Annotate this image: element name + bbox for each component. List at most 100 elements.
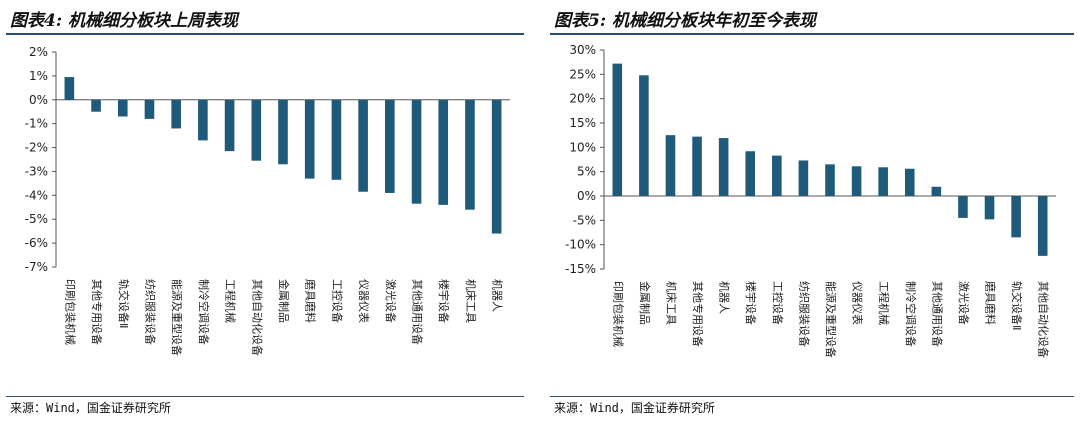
right-bar bbox=[692, 136, 702, 196]
right-bar bbox=[1037, 196, 1048, 256]
right-bar bbox=[958, 196, 968, 218]
chart-panel-left: 图表4: 机械细分板块上周表现 2% 1% 0% -1% -2% -3% -4% -5% -6%… bbox=[0, 0, 530, 424]
left-bar bbox=[438, 99, 449, 205]
left-category-label: 楼宇设备 bbox=[437, 279, 451, 323]
right-category-label: 纺织服装设备 bbox=[797, 281, 811, 347]
left-bar bbox=[224, 99, 235, 152]
right-bar bbox=[718, 138, 729, 196]
left-y-tick-label: -4% bbox=[25, 188, 48, 202]
left-bar bbox=[465, 99, 475, 210]
left-bar bbox=[411, 99, 422, 204]
left-bar bbox=[171, 99, 181, 129]
source-note-left: 来源：Wind，国金证券研究所 bbox=[10, 401, 171, 415]
left-category-label: 能源及重型设备 bbox=[170, 279, 184, 356]
left-bar bbox=[331, 99, 342, 180]
bar-chart-last-week: 2% 1% 0% -1% -2% -3% -4% -5% -6% -7% 印刷包装机械 其他专用设备轨… bbox=[25, 45, 510, 356]
right-bar bbox=[984, 196, 995, 220]
right-y-tick-label: 15% bbox=[569, 116, 596, 130]
left-y-tick-label: 1% bbox=[29, 69, 48, 83]
right-bar bbox=[904, 168, 915, 196]
right-category-label: 其他自动化设备 bbox=[1037, 281, 1051, 358]
left-y-tick-label: -7% bbox=[25, 260, 48, 274]
right-bar bbox=[931, 186, 942, 196]
right-category-label: 仪器仪表 bbox=[851, 281, 865, 325]
right-category-label: 能源及重型设备 bbox=[824, 281, 838, 358]
chart-title-right: 图表5: 机械细分板块年初至今表现 bbox=[554, 11, 817, 31]
right-category-label: 磨具磨料 bbox=[984, 281, 998, 325]
left-bar bbox=[198, 99, 208, 141]
right-y-tick-label: 0% bbox=[577, 189, 596, 203]
right-y-tick-label: 30% bbox=[569, 43, 596, 57]
right-y-tick-label: 5% bbox=[577, 165, 596, 179]
left-y-tick-label: 0% bbox=[29, 93, 48, 107]
right-y-tick-label: -10% bbox=[565, 238, 596, 252]
left-category-label: 磨具磨料 bbox=[304, 279, 318, 323]
left-category-label: 印刷包装机械 bbox=[63, 279, 77, 345]
title-rule-left bbox=[6, 33, 524, 35]
left-category-label: 工程机械 bbox=[224, 279, 238, 323]
left-y-tick-label: -1% bbox=[25, 117, 48, 131]
left-y-tick-label: -2% bbox=[25, 141, 48, 155]
right-category-label: 机床工具 bbox=[664, 281, 678, 325]
left-bar bbox=[144, 99, 155, 119]
source-rule-left bbox=[6, 396, 524, 397]
right-category-label: 机器人 bbox=[718, 281, 732, 314]
title-rule-right bbox=[550, 33, 1074, 35]
right-bar bbox=[772, 155, 782, 196]
left-y-tick-label: -6% bbox=[25, 236, 48, 250]
right-bar bbox=[798, 160, 809, 196]
right-bar bbox=[612, 63, 623, 197]
left-category-label: 工控设备 bbox=[330, 279, 344, 323]
right-bar bbox=[745, 151, 756, 196]
right-bar bbox=[1011, 196, 1021, 238]
right-category-label: 工程机械 bbox=[877, 281, 891, 325]
right-y-tick-label: -5% bbox=[573, 213, 596, 227]
right-category-label: 楼宇设备 bbox=[744, 281, 758, 325]
right-category-label: 轨交设备Ⅱ bbox=[1010, 281, 1024, 330]
right-bar bbox=[851, 166, 862, 196]
right-category-label: 其他通用设备 bbox=[930, 281, 944, 347]
left-bar bbox=[278, 99, 288, 165]
left-bar bbox=[64, 77, 75, 100]
left-y-tick-label: -3% bbox=[25, 164, 48, 178]
left-bar bbox=[304, 99, 315, 179]
chart-panel-right: 图表5: 机械细分板块年初至今表现 30% 25% 20% 15% 10% 5% 0% -5%… bbox=[544, 0, 1080, 424]
right-bar bbox=[639, 75, 649, 196]
left-bar bbox=[358, 99, 368, 192]
right-bar bbox=[665, 135, 676, 196]
left-category-label: 机器人 bbox=[491, 279, 505, 312]
source-rule-right bbox=[550, 396, 1074, 397]
left-category-label: 金属制品 bbox=[277, 279, 291, 323]
left-category-label: 仪器仪表 bbox=[357, 279, 371, 323]
left-category-label: 制冷空调设备 bbox=[197, 279, 211, 345]
chart-title-left: 图表4: 机械细分板块上周表现 bbox=[10, 11, 239, 31]
right-category-label: 激光设备 bbox=[957, 281, 971, 325]
right-category-label: 印刷包装机械 bbox=[611, 281, 625, 347]
left-category-label: 其他通用设备 bbox=[411, 279, 425, 345]
right-category-label: 其他专用设备 bbox=[691, 281, 705, 347]
right-bar bbox=[825, 164, 835, 196]
left-bar bbox=[91, 99, 101, 112]
left-category-label: 机床工具 bbox=[464, 279, 478, 323]
bar-chart-year-to-date: 30% 25% 20% 15% 10% 5% 0% -5% -10% -15% 印刷包装机械 金属制品… bbox=[565, 43, 1056, 358]
source-note-right: 来源：Wind，国金证券研究所 bbox=[554, 401, 715, 415]
left-category-label: 激光设备 bbox=[384, 279, 398, 323]
left-bar bbox=[117, 99, 128, 117]
left-category-label: 纺织服装设备 bbox=[143, 279, 157, 345]
left-bar bbox=[491, 99, 502, 234]
right-y-tick-label: -15% bbox=[565, 262, 596, 276]
left-bar bbox=[385, 99, 395, 193]
left-category-label: 其他自动化设备 bbox=[250, 279, 264, 356]
right-y-tick-label: 20% bbox=[569, 92, 596, 106]
right-y-tick-label: 25% bbox=[569, 67, 596, 81]
right-bar bbox=[878, 167, 888, 196]
right-category-label: 金属制品 bbox=[638, 281, 652, 325]
right-category-label: 工控设备 bbox=[771, 281, 785, 325]
left-category-label: 轨交设备Ⅱ bbox=[117, 279, 131, 328]
left-y-tick-label: 2% bbox=[29, 45, 48, 59]
left-bar bbox=[251, 99, 262, 161]
left-category-label: 其他专用设备 bbox=[90, 279, 104, 345]
right-category-label: 制冷空调设备 bbox=[904, 281, 918, 347]
left-y-tick-label: -5% bbox=[25, 212, 48, 226]
right-y-tick-label: 10% bbox=[569, 140, 596, 154]
